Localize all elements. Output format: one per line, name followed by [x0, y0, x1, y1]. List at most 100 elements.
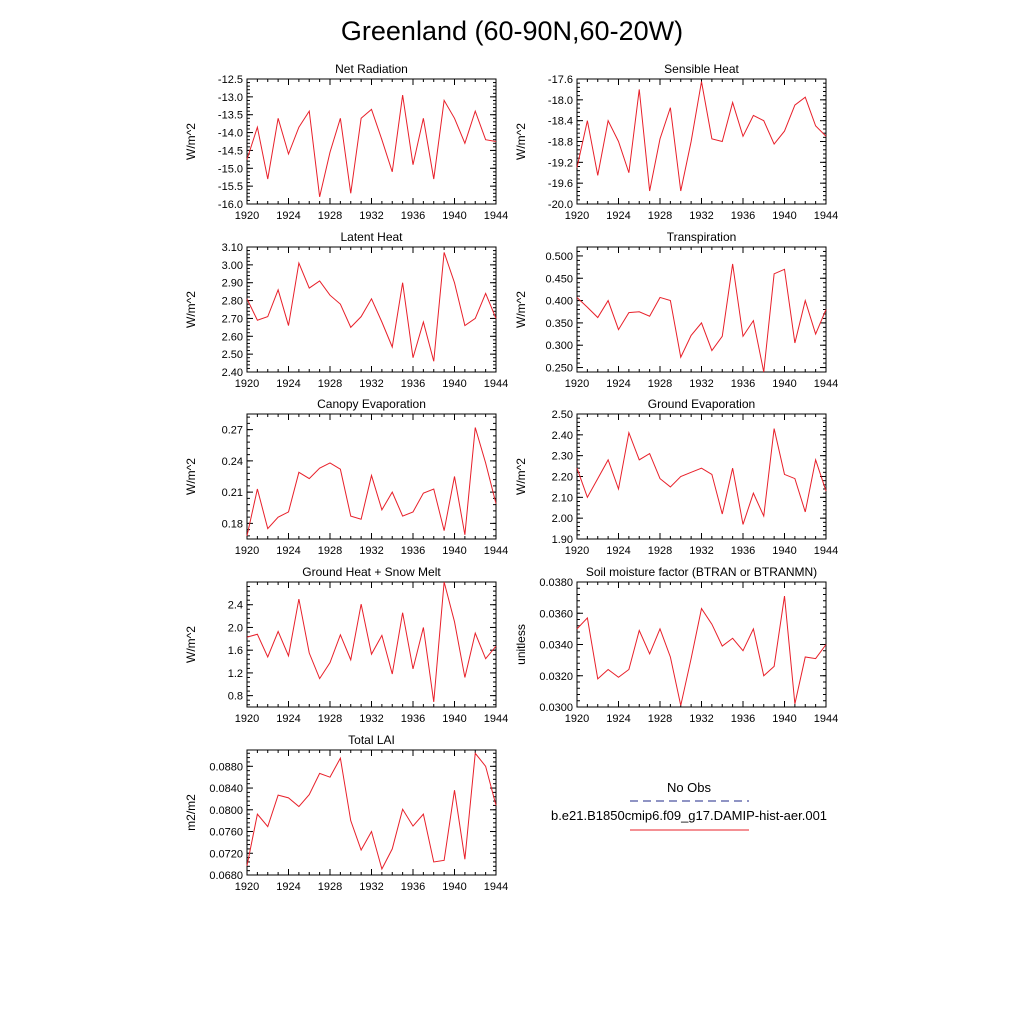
chart-panel: Ground Heat + Snow Melt W/m^2 1920 1924 1928…: [184, 565, 508, 725]
y-tick-label: 0.400: [545, 296, 573, 308]
chart-panel: Sensible Heat W/m^2 1920 1924 1928 1932 1936 19…: [514, 62, 838, 222]
plot-frame: [576, 78, 827, 205]
y-tick-label: 3.10: [222, 242, 243, 254]
y-axis-label: W/m^2: [514, 458, 528, 495]
x-tick-label: 1944: [814, 210, 838, 222]
x-tick-label: 1940: [772, 545, 796, 557]
x-tick-label: 1932: [689, 545, 713, 557]
panel-title: Latent Heat: [340, 230, 403, 244]
y-tick-label: -14.5: [218, 145, 243, 157]
panel-title: Sensible Heat: [664, 62, 739, 76]
chart-panel: Net Radiation W/m^2 1920 1924 1928 1932 1936 19…: [184, 62, 508, 222]
y-tick-label: 2.00: [552, 513, 573, 525]
x-tick-label: 1928: [648, 210, 672, 222]
y-tick-label: 2.4: [228, 600, 243, 612]
x-tick-label: 1940: [772, 713, 796, 725]
y-tick-label: 0.0360: [539, 608, 573, 620]
x-tick-label: 1920: [235, 378, 259, 390]
x-tick-label: 1924: [276, 378, 300, 390]
x-tick-label: 1932: [359, 881, 383, 893]
x-tick-label: 1940: [442, 881, 466, 893]
y-tick-label: 2.40: [222, 367, 243, 379]
y-axis-label: W/m^2: [514, 291, 528, 328]
series-line: [576, 263, 827, 373]
y-tick-label: -17.6: [548, 74, 573, 86]
y-tick-label: 2.40: [552, 430, 573, 442]
series-line: [246, 427, 497, 536]
x-tick-label: 1940: [442, 378, 466, 390]
y-tick-label: 2.0: [228, 622, 243, 634]
y-tick-label: 1.2: [228, 668, 243, 680]
x-tick-label: 1944: [484, 881, 508, 893]
y-tick-label: -18.8: [548, 137, 573, 149]
y-tick-label: 0.0300: [539, 702, 573, 714]
y-tick-label: 0.350: [545, 318, 573, 330]
x-tick-label: 1928: [318, 545, 342, 557]
legend: No Obs b.e21.B1850cmip6.f09_g17.DAMIP-hi…: [551, 780, 827, 831]
y-tick-label: 2.10: [552, 492, 573, 504]
y-tick-label: -15.5: [218, 181, 243, 193]
y-tick-label: -18.0: [548, 95, 573, 107]
series-line: [576, 81, 827, 192]
y-tick-label: 2.50: [222, 349, 243, 361]
y-tick-label: 0.8: [228, 691, 243, 703]
y-tick-label: 2.80: [222, 296, 243, 308]
panel-title: Transpiration: [667, 230, 737, 244]
legend-label-model: b.e21.B1850cmip6.f09_g17.DAMIP-hist-aer.…: [551, 808, 827, 823]
x-tick-label: 1944: [814, 713, 838, 725]
plot-frame: [246, 749, 497, 876]
x-tick-label: 1944: [484, 378, 508, 390]
x-tick-label: 1924: [276, 210, 300, 222]
series-line: [246, 94, 497, 197]
chart-panel: Soil moisture factor (BTRAN or BTRANMN) u…: [514, 565, 838, 725]
x-tick-label: 1932: [689, 713, 713, 725]
x-tick-label: 1924: [606, 545, 630, 557]
x-tick-label: 1940: [772, 378, 796, 390]
series-line: [246, 751, 497, 871]
chart-panel: Transpiration W/m^2 1920 1924 1928 1932 1936 19…: [514, 230, 838, 390]
x-tick-label: 1932: [359, 713, 383, 725]
y-tick-label: 0.0380: [539, 577, 573, 589]
x-tick-label: 1940: [442, 210, 466, 222]
chart-panel: Canopy Evaporation W/m^2 1920 1924 1928 1932 1…: [184, 397, 508, 557]
y-tick-label: -18.4: [548, 116, 573, 128]
x-tick-label: 1928: [648, 713, 672, 725]
y-tick-label: 0.0320: [539, 671, 573, 683]
y-tick-label: -19.6: [548, 178, 573, 190]
chart-panels: Net Radiation W/m^2 1920 1924 1928 1932 1936 19…: [184, 62, 838, 893]
x-tick-label: 1928: [318, 378, 342, 390]
figure-title: Greenland (60-90N,60-20W): [341, 16, 683, 46]
y-tick-label: 2.20: [552, 472, 573, 484]
x-tick-label: 1928: [318, 210, 342, 222]
panel-title: Total LAI: [348, 733, 395, 747]
y-axis-label: W/m^2: [184, 123, 198, 160]
x-tick-label: 1924: [606, 378, 630, 390]
x-tick-label: 1920: [235, 713, 259, 725]
y-tick-label: 0.27: [222, 425, 243, 437]
y-axis-label: W/m^2: [184, 291, 198, 328]
y-tick-label: 0.0880: [209, 761, 243, 773]
y-tick-label: -20.0: [548, 199, 573, 211]
y-tick-label: 1.90: [552, 534, 573, 546]
x-tick-label: 1932: [689, 378, 713, 390]
series-line: [576, 428, 827, 525]
y-tick-label: 0.500: [545, 251, 573, 263]
x-tick-label: 1944: [814, 545, 838, 557]
y-axis-label: W/m^2: [184, 458, 198, 495]
x-tick-label: 1928: [318, 713, 342, 725]
x-tick-label: 1924: [276, 545, 300, 557]
x-tick-label: 1944: [484, 210, 508, 222]
legend-label-obs: No Obs: [667, 780, 712, 795]
panel-title: Ground Heat + Snow Melt: [302, 565, 441, 579]
x-tick-label: 1924: [276, 713, 300, 725]
x-tick-label: 1920: [235, 881, 259, 893]
x-tick-label: 1936: [401, 713, 425, 725]
chart-panel: Latent Heat W/m^2 1920 1924 1928 1932 1936 1940…: [184, 230, 508, 390]
x-tick-label: 1924: [606, 713, 630, 725]
y-tick-label: 2.30: [552, 451, 573, 463]
panel-title: Soil moisture factor (BTRAN or BTRANMN): [586, 565, 817, 579]
panel-title: Net Radiation: [335, 62, 408, 76]
y-axis-label: W/m^2: [184, 626, 198, 663]
x-tick-label: 1920: [235, 210, 259, 222]
series-line: [246, 252, 497, 362]
